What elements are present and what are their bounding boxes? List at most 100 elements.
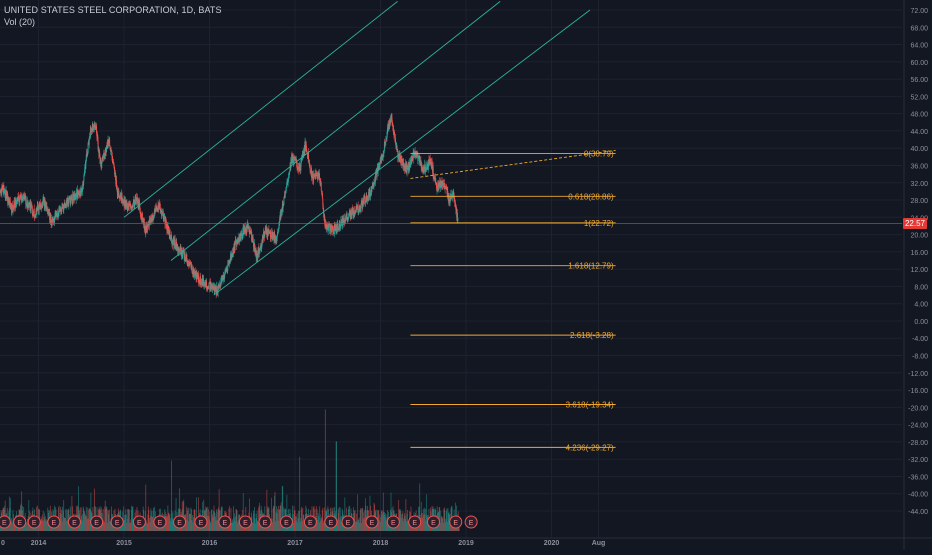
- y-axis-tick-label: 8.00: [914, 284, 928, 291]
- candle-body: [224, 274, 225, 277]
- y-axis-tick-label: -8.00: [912, 354, 928, 361]
- earnings-marker-label: E: [52, 520, 57, 527]
- earnings-marker-label: E: [94, 520, 99, 527]
- y-axis-tick-label: 44.00: [910, 129, 928, 136]
- earnings-marker-label: E: [469, 520, 474, 527]
- y-axis-tick-label: -44.00: [908, 509, 928, 516]
- candle-body: [454, 200, 455, 203]
- x-axis-tick-label: 2017: [287, 540, 303, 547]
- candle-body: [455, 203, 456, 207]
- x-axis-tick-label: 2016: [202, 540, 218, 547]
- candle-body: [308, 152, 309, 160]
- earnings-marker-label: E: [158, 520, 163, 527]
- fib-level-label: 4.236(-29.27): [566, 443, 614, 452]
- candle-body: [357, 207, 358, 209]
- x-axis-tick-label: 2019: [458, 540, 474, 547]
- x-axis-tick-label: 2020: [544, 540, 560, 547]
- fib-level-label: 1.618(12.79): [568, 262, 614, 271]
- y-axis-tick-label: -28.00: [908, 440, 928, 447]
- earnings-marker-label: E: [32, 520, 37, 527]
- earnings-marker-label: E: [412, 520, 417, 527]
- candle-body: [232, 256, 233, 258]
- y-axis-tick-label: -32.00: [908, 457, 928, 464]
- y-axis-tick-label: 32.00: [910, 181, 928, 188]
- x-axis-tick-label: 2014: [31, 540, 47, 547]
- candle-body: [240, 235, 241, 240]
- candle-body: [96, 126, 97, 133]
- candle-body: [32, 206, 33, 213]
- candle-body: [88, 143, 89, 152]
- y-axis-tick-label: -40.00: [908, 492, 928, 499]
- earnings-marker-label: E: [453, 520, 458, 527]
- x-axis-tick-label: 0: [1, 540, 5, 547]
- candle-body: [34, 209, 35, 217]
- earnings-marker-label: E: [370, 520, 375, 527]
- fib-level-label: 2.618(-3.28): [570, 331, 614, 340]
- candle-body: [339, 226, 340, 230]
- candle-body: [209, 283, 210, 289]
- candle-body: [408, 167, 409, 170]
- candle-body: [361, 205, 362, 208]
- candle-body: [457, 218, 458, 221]
- earnings-marker-label: E: [137, 520, 142, 527]
- y-axis-tick-label: -36.00: [908, 474, 928, 481]
- candle-body: [350, 211, 351, 214]
- fib-level-label: 1(22.72): [584, 219, 614, 228]
- volume-indicator-label[interactable]: Vol (20): [4, 17, 35, 27]
- earnings-marker-label: E: [115, 520, 120, 527]
- candle-body: [394, 134, 395, 138]
- y-axis-tick-label: 36.00: [910, 163, 928, 170]
- y-axis-tick-label: 68.00: [910, 25, 928, 32]
- candle-body: [420, 160, 421, 162]
- y-axis-tick-label: 28.00: [910, 198, 928, 205]
- y-axis-tick-label: 56.00: [910, 77, 928, 84]
- y-axis-tick-label: 48.00: [910, 112, 928, 119]
- candle-body: [190, 262, 191, 264]
- candle-body: [170, 236, 171, 239]
- y-axis-tick-label: 60.00: [910, 60, 928, 67]
- candle-body: [401, 159, 402, 165]
- earnings-marker-label: E: [17, 520, 22, 527]
- earnings-marker-label: E: [284, 520, 289, 527]
- candle-body: [274, 234, 275, 238]
- fib-level-label: 3.618(-19.34): [566, 400, 614, 409]
- candle-body: [284, 198, 285, 205]
- volume-bar: [336, 441, 337, 531]
- candle-body: [185, 253, 186, 257]
- candle-body: [267, 227, 268, 236]
- candle-body: [281, 210, 282, 216]
- earnings-marker-label: E: [177, 520, 182, 527]
- y-axis-tick-label: -20.00: [908, 405, 928, 412]
- candle-body: [363, 198, 364, 204]
- y-axis-tick-label: 72.00: [910, 8, 928, 15]
- candle-body: [258, 253, 259, 255]
- candle-body: [410, 160, 411, 167]
- candle-body: [369, 189, 370, 193]
- earnings-marker-label: E: [223, 520, 228, 527]
- earnings-marker-label: E: [2, 520, 7, 527]
- y-axis-tick-label: 16.00: [910, 250, 928, 257]
- earnings-marker-label: E: [263, 520, 268, 527]
- y-axis-tick-label: 4.00: [914, 302, 928, 309]
- candle-body: [359, 211, 360, 212]
- candle-body: [83, 175, 84, 181]
- y-axis-tick-label: 0.00: [914, 319, 928, 326]
- candle-body: [323, 205, 324, 208]
- earnings-marker-label: E: [308, 520, 313, 527]
- candle-body: [180, 248, 181, 251]
- candle-body: [127, 201, 128, 207]
- earnings-marker-label: E: [243, 520, 248, 527]
- candle-body: [27, 200, 28, 206]
- candle-body: [122, 193, 123, 202]
- y-axis-tick-label: -12.00: [908, 371, 928, 378]
- candle-body: [54, 217, 55, 221]
- candle-body: [322, 193, 323, 198]
- earnings-marker-label: E: [431, 520, 436, 527]
- y-axis-tick-label: 52.00: [910, 94, 928, 101]
- candle-body: [436, 182, 437, 183]
- volume-bar: [299, 457, 300, 531]
- chart-title: UNITED STATES STEEL CORPORATION, 1D, BAT…: [4, 5, 222, 15]
- last-price-tag: 22.57: [903, 218, 927, 229]
